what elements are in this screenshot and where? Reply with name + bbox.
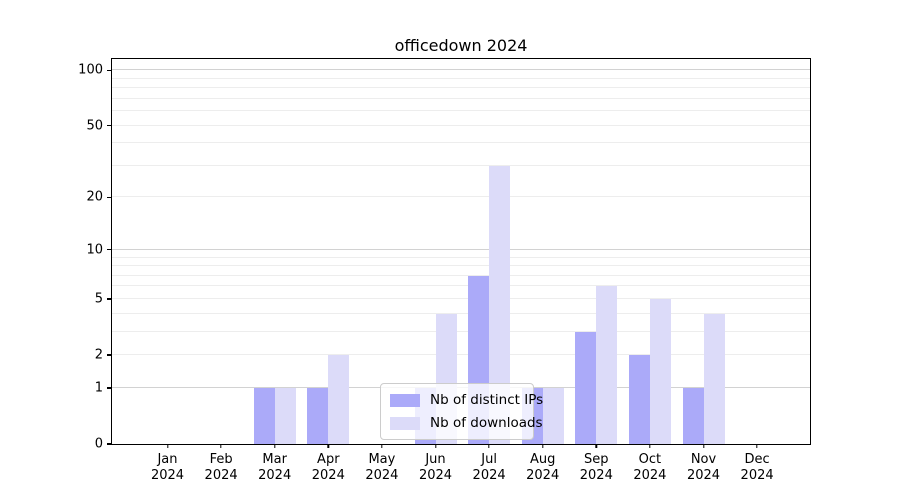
gridline bbox=[112, 110, 810, 112]
gridline bbox=[112, 124, 810, 126]
bar-downloads bbox=[274, 387, 296, 444]
bar-distinct-ips bbox=[682, 387, 704, 444]
plot-area: 0 1 2 5 10 20 50 100 Jan 2024 Feb 2024 Mar 2024 Apr… bbox=[78, 58, 811, 483]
x-tick-mark bbox=[273, 444, 276, 448]
y-tick-label: 100 bbox=[78, 62, 103, 78]
bar-distinct-ips bbox=[307, 387, 329, 444]
gridline bbox=[112, 297, 810, 299]
gridline bbox=[112, 265, 810, 267]
x-tick-mark bbox=[327, 444, 329, 448]
legend: Nb of distinct IPs Nb of downloads bbox=[380, 383, 543, 440]
gridline bbox=[112, 97, 810, 99]
x-tick-label: Jul 2024 bbox=[472, 452, 506, 483]
gridline bbox=[112, 248, 810, 250]
legend-label-downloads: Nb of downloads bbox=[430, 415, 543, 431]
bar-downloads bbox=[542, 387, 564, 444]
y-tick-mark bbox=[107, 69, 112, 71]
bar-downloads bbox=[703, 313, 725, 444]
legend-item-distinct-ips: Nb of distinct IPs bbox=[390, 392, 543, 408]
y-tick-label: 0 bbox=[94, 436, 103, 452]
bar-distinct-ips bbox=[575, 331, 597, 444]
y-tick-label: 5 bbox=[94, 291, 103, 307]
bar-distinct-ips bbox=[253, 387, 275, 444]
y-tick-label: 2 bbox=[94, 347, 103, 363]
y-tick-mark bbox=[107, 249, 112, 251]
y-tick-label: 50 bbox=[86, 118, 103, 134]
gridline bbox=[112, 164, 810, 166]
x-tick-label: Jun 2024 bbox=[418, 452, 453, 483]
legend-swatch-downloads bbox=[390, 416, 420, 430]
x-tick-mark bbox=[488, 444, 490, 448]
x-tick-mark bbox=[434, 444, 437, 448]
gridline bbox=[112, 312, 810, 314]
y-tick-mark bbox=[107, 196, 112, 199]
x-tick-mark bbox=[702, 444, 705, 448]
gridline bbox=[112, 330, 810, 332]
x-tick-label: Nov 2024 bbox=[686, 452, 721, 483]
x-tick-mark bbox=[649, 444, 651, 448]
y-tick-mark bbox=[107, 354, 112, 356]
x-tick-label: Oct 2024 bbox=[633, 452, 667, 483]
gridline bbox=[112, 256, 810, 258]
legend-item-downloads: Nb of downloads bbox=[390, 415, 543, 431]
axis-layer: 0 1 2 5 10 20 50 100 Jan 2024 Feb 2024 Mar 2024 Apr… bbox=[78, 59, 810, 483]
y-tick-label: 10 bbox=[86, 242, 103, 258]
y-tick-mark bbox=[107, 124, 112, 127]
y-tick-mark bbox=[107, 387, 112, 389]
gridline bbox=[112, 354, 810, 356]
gridline bbox=[112, 69, 810, 71]
y-tick-label: 20 bbox=[86, 189, 103, 205]
y-tick-mark bbox=[107, 298, 112, 300]
gridline bbox=[112, 285, 810, 287]
x-tick-label: Aug 2024 bbox=[526, 452, 560, 483]
gridline bbox=[112, 77, 810, 79]
x-tick-label: Sep 2024 bbox=[579, 452, 613, 483]
y-tick-label: 1 bbox=[94, 380, 103, 396]
gridline bbox=[112, 142, 810, 144]
bar-downloads bbox=[596, 286, 618, 444]
x-tick-label: Jan 2024 bbox=[150, 452, 185, 483]
bar-downloads bbox=[649, 298, 671, 444]
bar-downloads bbox=[328, 355, 350, 444]
legend-label-distinct-ips: Nb of distinct IPs bbox=[430, 392, 544, 408]
bar-downloads bbox=[489, 165, 511, 444]
x-tick-label: Apr 2024 bbox=[311, 452, 345, 483]
gridline bbox=[112, 274, 810, 276]
bar-distinct-ips bbox=[628, 355, 650, 444]
x-tick-label: May 2024 bbox=[365, 452, 399, 483]
x-tick-mark bbox=[220, 444, 222, 448]
x-tick-mark bbox=[166, 444, 169, 448]
y-tick-mark bbox=[107, 443, 112, 445]
x-tick-label: Mar 2024 bbox=[258, 452, 292, 483]
x-tick-mark bbox=[541, 444, 544, 448]
x-tick-label: Dec 2024 bbox=[740, 452, 774, 483]
x-tick-mark bbox=[756, 444, 758, 448]
legend-swatch-distinct-ips bbox=[390, 393, 420, 407]
x-tick-label: Feb 2024 bbox=[204, 452, 238, 483]
x-tick-mark bbox=[381, 444, 383, 448]
chart-title: officedown 2024 bbox=[394, 36, 528, 55]
gridline bbox=[112, 87, 810, 89]
gridline bbox=[112, 196, 810, 198]
x-tick-mark bbox=[595, 444, 597, 448]
